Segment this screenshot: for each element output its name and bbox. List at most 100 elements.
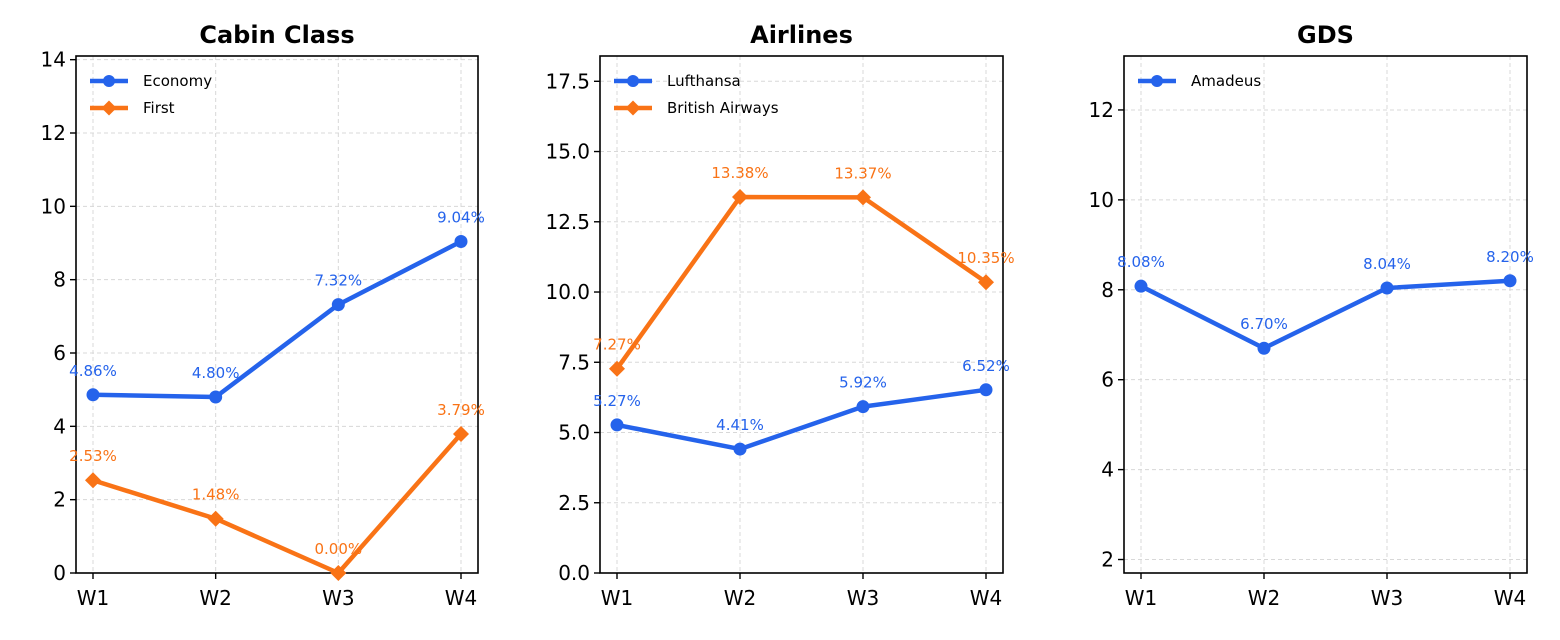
data-label: 1.48%	[192, 486, 240, 504]
legend-marker	[627, 75, 639, 87]
y-tick-label: 12	[41, 121, 66, 145]
legend-marker	[1151, 75, 1163, 87]
x-tick-label: W2	[724, 586, 757, 610]
data-point	[856, 400, 870, 414]
y-tick-label: 10	[1089, 188, 1114, 212]
chart-title: GDS	[1297, 21, 1354, 49]
data-label: 5.27%	[593, 392, 641, 410]
legend-marker	[103, 75, 115, 87]
data-point	[85, 472, 101, 489]
legend-marker	[625, 100, 641, 116]
legend-label: Amadeus	[1191, 72, 1261, 90]
y-tick-label: 0.0	[558, 561, 590, 585]
data-label: 8.08%	[1117, 253, 1165, 271]
data-label: 9.04%	[437, 209, 485, 227]
legend-label: First	[143, 99, 175, 117]
y-tick-label: 17.5	[545, 69, 590, 93]
series-line	[614, 194, 989, 371]
y-tick-label: 2.5	[558, 491, 590, 515]
data-point	[1257, 341, 1271, 355]
legend-label: British Airways	[667, 99, 779, 117]
data-label: 10.35%	[957, 249, 1014, 267]
series-line	[614, 387, 989, 452]
data-point	[610, 418, 624, 432]
y-tick-label: 14	[41, 48, 66, 72]
legend-item: Economy	[90, 72, 212, 90]
data-point	[978, 274, 994, 291]
y-tick-label: 4	[53, 414, 66, 438]
y-tick-label: 2	[53, 488, 66, 512]
data-point	[609, 360, 625, 377]
data-label: 13.37%	[834, 164, 891, 182]
y-tick-label: 8	[53, 268, 66, 292]
data-label: 0.00%	[315, 540, 363, 558]
series-first: 2.53% 1.48% 0.00% 3.79%	[69, 401, 485, 581]
x-tick-label: W1	[1125, 586, 1158, 610]
chart-title: Airlines	[750, 21, 853, 49]
legend-marker	[101, 100, 117, 116]
data-label: 8.04%	[1363, 255, 1411, 273]
y-tick-label: 12.5	[545, 210, 590, 234]
legend-label: Lufthansa	[667, 72, 741, 90]
data-point	[1503, 274, 1517, 288]
x-tick-label: W3	[1371, 586, 1404, 610]
legend-item: Lufthansa	[614, 72, 741, 90]
series-line	[1138, 278, 1513, 351]
y-tick-label: 12	[1089, 98, 1114, 122]
data-label: 2.53%	[69, 447, 117, 465]
series-economy: 4.86% 4.80% 7.32% 9.04%	[69, 209, 485, 404]
data-label: 4.80%	[192, 364, 240, 382]
legend-label: Economy	[143, 72, 212, 90]
y-tick-label: 4	[1101, 458, 1114, 482]
legend-item: Amadeus	[1138, 72, 1261, 90]
y-tick-label: 8	[1101, 278, 1114, 302]
data-point	[331, 298, 345, 312]
data-label: 5.92%	[839, 374, 887, 392]
data-point	[1134, 279, 1148, 293]
data-point	[1380, 281, 1394, 295]
series-british-airways: 7.27% 13.38% 13.37% 10.35%	[593, 164, 1015, 377]
y-tick-label: 15.0	[545, 140, 590, 164]
series-line	[90, 239, 464, 400]
series-amadeus: 8.08% 6.70% 8.04% 8.20%	[1117, 248, 1534, 355]
data-point	[207, 510, 224, 527]
data-point	[209, 390, 223, 404]
data-label: 4.41%	[716, 416, 764, 434]
y-tick-label: 6	[1101, 368, 1114, 392]
data-label: 8.20%	[1486, 248, 1534, 266]
data-label: 3.79%	[437, 401, 485, 419]
data-point	[979, 383, 993, 397]
x-tick-label: W1	[77, 586, 110, 610]
data-point	[86, 388, 100, 402]
x-tick-label: W2	[199, 586, 232, 610]
data-point	[454, 235, 468, 249]
y-tick-label: 2	[1101, 548, 1114, 572]
legend-item: British Airways	[614, 99, 779, 117]
data-label: 7.32%	[315, 272, 363, 290]
series-lufthansa: 5.27% 4.41% 5.92% 6.52%	[593, 357, 1010, 456]
x-tick-label: W3	[847, 586, 880, 610]
data-label: 6.70%	[1240, 315, 1288, 333]
y-tick-label: 10.0	[545, 280, 590, 304]
x-tick-label: W4	[1494, 586, 1527, 610]
plot-frame	[599, 55, 1004, 574]
y-tick-label: 6	[53, 341, 66, 365]
plot-frame	[75, 55, 479, 574]
y-tick-label: 10	[41, 194, 66, 218]
x-tick-label: W4	[970, 586, 1003, 610]
x-tick-label: W3	[322, 586, 355, 610]
data-label: 4.86%	[69, 362, 117, 380]
data-label: 6.52%	[962, 357, 1010, 375]
data-label: 13.38%	[711, 164, 768, 182]
data-point	[330, 565, 347, 581]
y-tick-label: 0	[53, 561, 66, 585]
y-tick-label: 7.5	[558, 350, 590, 374]
x-tick-label: W4	[445, 586, 478, 610]
data-point	[732, 189, 748, 206]
chart-panel-1: Cabin Class 0 2 4 6 8 10 12 14 W1 W2 W3 W4 4.86% 4.80%…	[41, 21, 485, 610]
y-tick-label: 5.0	[558, 421, 590, 445]
chart-panel-3: GDS 2 4 6 8 10 12 W1 W2 W3 W4 8.08% 6.70% 8.04% 8.20% A…	[1089, 21, 1534, 610]
chart-title: Cabin Class	[199, 21, 354, 49]
plot-frame	[1123, 55, 1528, 574]
